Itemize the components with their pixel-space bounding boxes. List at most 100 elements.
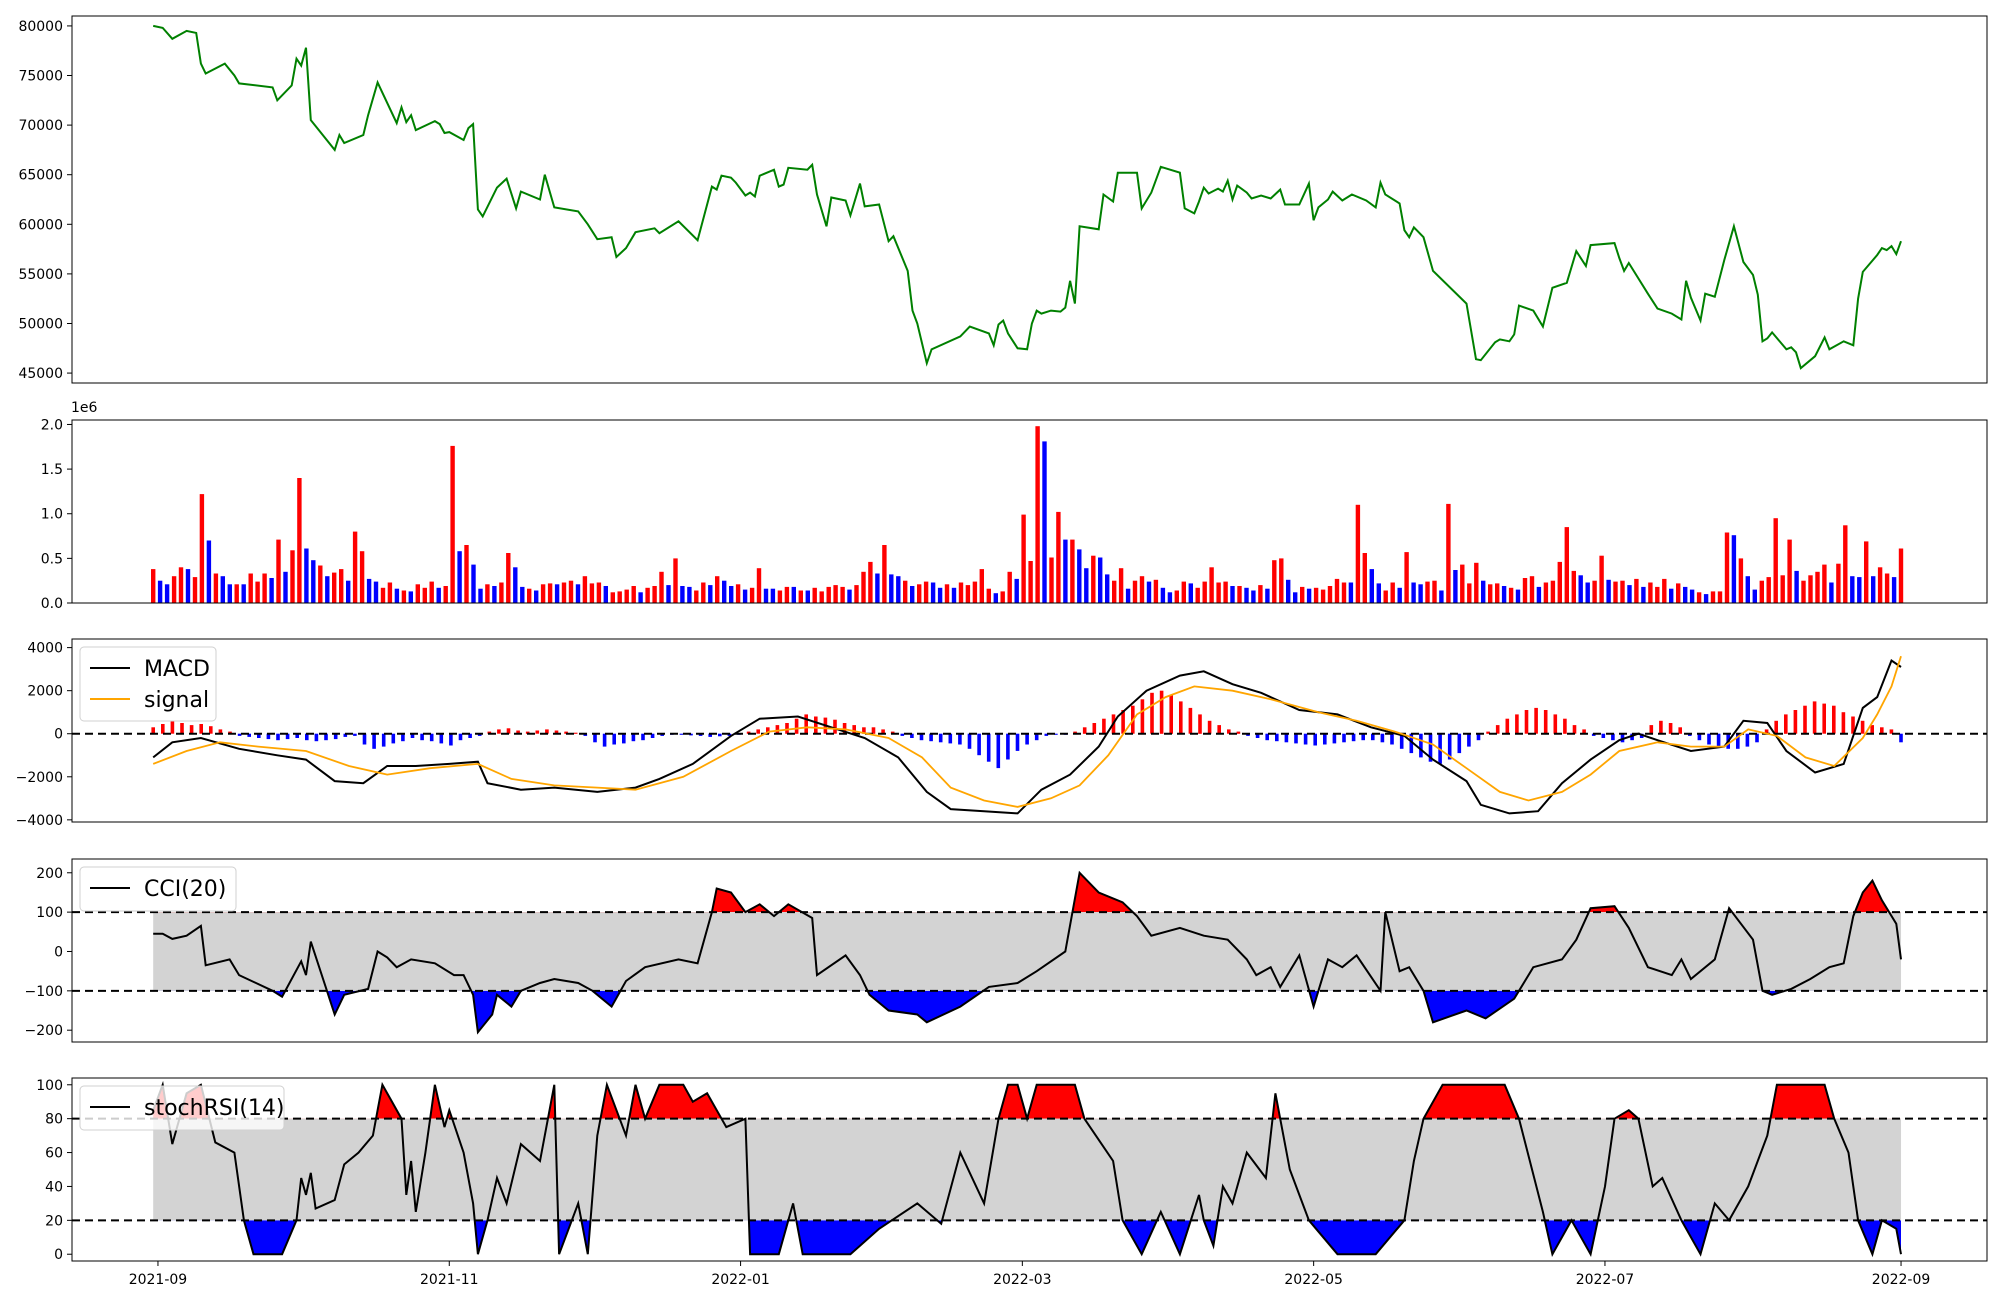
volume-panel: 0.0 0.5 1.0 1.5 2.0 1e6 [41, 400, 1988, 612]
volume-bar [777, 590, 783, 603]
macd-histogram-bar [1227, 729, 1231, 734]
macd-histogram-bar [1601, 733, 1606, 738]
x-tick-label: 2021-09 [129, 1272, 188, 1288]
macd-histogram-bar [1159, 690, 1164, 734]
volume-bar [589, 583, 595, 603]
macd-histogram-bar [660, 733, 664, 736]
volume-bar [318, 565, 323, 603]
volume-bar [1272, 560, 1277, 603]
macd-histogram-bar [1630, 733, 1634, 741]
volume-bar [1105, 574, 1110, 603]
volume-bar [979, 569, 984, 603]
macd-histogram-bar [1649, 725, 1654, 734]
neutral-band [153, 912, 1902, 991]
macd-histogram-bar [1476, 733, 1481, 741]
volume-bar [1028, 561, 1033, 603]
volume-bar [680, 586, 685, 603]
volume-bar [1265, 588, 1270, 603]
volume-bar [687, 586, 692, 603]
volume-bar [1397, 587, 1402, 603]
macd-histogram-bar [1591, 733, 1596, 736]
volume-bar [1035, 426, 1040, 603]
macd-histogram-bar [314, 733, 319, 742]
y-tick-label: 100 [36, 1078, 63, 1094]
volume-bar [1460, 564, 1465, 603]
volume-bar [882, 545, 887, 603]
volume-bar [1898, 548, 1904, 603]
volume-bar [1300, 586, 1305, 603]
volume-bar [506, 553, 511, 603]
volume-bar [1000, 591, 1005, 603]
volume-bar [1216, 582, 1221, 603]
volume-bar [1571, 570, 1576, 603]
volume-bar [666, 585, 671, 603]
macd-histogram-bar [1323, 733, 1327, 745]
volume-bar [1529, 576, 1535, 603]
price-panel: 45000 50000 55000 60000 65000 70000 75000 80000 [18, 15, 1988, 384]
macd-histogram-bar [1563, 718, 1567, 734]
macd-histogram-bar [257, 733, 261, 738]
macd-histogram-bar [497, 729, 501, 734]
overbought-fill [153, 1084, 1835, 1119]
macd-histogram-bar [1467, 733, 1471, 747]
macd-histogram-bar [1899, 733, 1903, 743]
macd-histogram-bar [276, 733, 280, 741]
volume-bar [478, 588, 483, 603]
volume-bar [1815, 571, 1820, 603]
macd-histogram-bar [228, 731, 232, 734]
volume-bar [220, 576, 225, 603]
volume-bar [958, 582, 964, 603]
macd-histogram-bar [1409, 733, 1414, 754]
macd-histogram-bar [189, 725, 194, 734]
volume-bar [1745, 576, 1750, 603]
volume-bar [164, 584, 170, 603]
macd-histogram-bar [1668, 723, 1673, 734]
volume-bar [1369, 569, 1374, 603]
volume-bar [387, 582, 393, 603]
volume-bar [241, 584, 246, 603]
volume-bar [603, 586, 608, 603]
y-tick-label: 50000 [18, 316, 63, 332]
macd-histogram-bar [1092, 723, 1097, 734]
oversold-fill [272, 990, 1785, 1033]
volume-bar [1125, 588, 1131, 603]
volume-bar [1641, 586, 1646, 603]
volume-bar [332, 572, 337, 603]
y-tick-label: 80000 [18, 19, 63, 35]
macd-histogram-bar [1303, 733, 1308, 745]
macd-histogram-bar [458, 733, 463, 741]
macd-histogram-bar [996, 733, 1001, 769]
volume-bar [1780, 575, 1785, 603]
macd-histogram-bar [1371, 733, 1375, 741]
volume-bar [840, 586, 845, 603]
volume-bar [1495, 583, 1500, 603]
volume-bar [1432, 580, 1437, 603]
y-tick-label: 65000 [18, 168, 63, 184]
macd-histogram-bar [1265, 733, 1269, 741]
volume-bar [729, 586, 734, 603]
macd-histogram-bar [1812, 701, 1817, 734]
volume-bar [1042, 441, 1047, 603]
plot-frame [71, 15, 1988, 384]
macd-histogram-bar [420, 733, 424, 741]
volume-bar [283, 571, 288, 603]
volume-bar [422, 587, 427, 603]
volume-bar [359, 551, 365, 603]
volume-bar [297, 478, 302, 603]
volume-bar [673, 558, 678, 603]
macd-histogram-bar [881, 729, 885, 734]
volume-bar [1488, 584, 1493, 603]
volume-bar [708, 585, 713, 603]
volume-bar [965, 585, 971, 603]
macd-histogram-bar [1284, 733, 1289, 743]
y-tick-label: 0 [54, 727, 63, 743]
volume-bar [311, 560, 316, 603]
volume-bar [742, 589, 748, 603]
volume-bar [1383, 590, 1388, 603]
y-tick-label: −100 [25, 984, 63, 1000]
volume-bar [450, 445, 455, 603]
volume-bar [373, 581, 379, 603]
volume-bar [812, 587, 817, 603]
volume-bar [1209, 567, 1214, 603]
